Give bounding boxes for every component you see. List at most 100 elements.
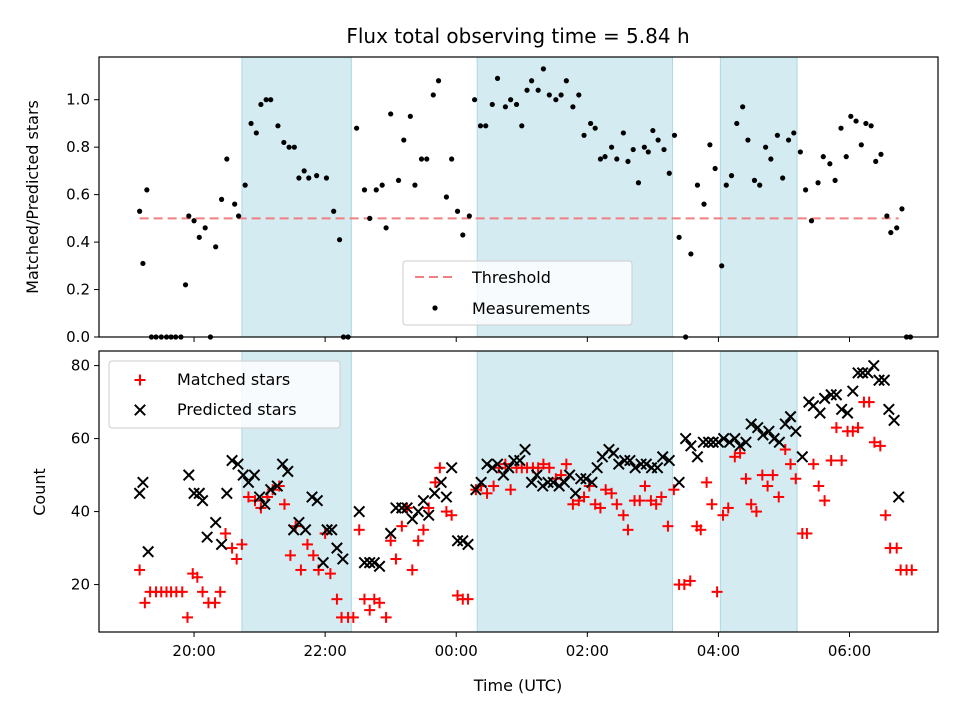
- matched-star-point: [906, 564, 918, 576]
- x-stroke: [779, 418, 792, 430]
- measurement-point: [258, 101, 264, 108]
- shaded-interval: [241, 56, 352, 338]
- x-stroke: [440, 491, 453, 503]
- measurement-point: [820, 154, 826, 160]
- measurement-point: [253, 130, 259, 136]
- predicted-star-point: [502, 461, 515, 474]
- predicted-star-point: [137, 476, 149, 489]
- matched-star-point: [617, 509, 629, 521]
- predicted-star-point: [542, 476, 554, 489]
- x-stroke: [193, 487, 206, 500]
- predicted-star-points: [133, 359, 905, 573]
- measurement-point: [529, 78, 535, 84]
- x-stroke: [852, 366, 864, 379]
- x-stroke: [188, 487, 200, 500]
- matched-star-point: [197, 586, 209, 598]
- matched-star-point: [481, 487, 493, 499]
- predicted-star-point: [440, 491, 453, 503]
- x-stroke: [818, 392, 831, 405]
- x-stroke: [656, 450, 669, 463]
- matched-star-point: [750, 506, 762, 518]
- predicted-star-point: [469, 483, 482, 496]
- measurement-point: [477, 123, 484, 129]
- predicted-star-point: [618, 454, 631, 467]
- x-stroke: [536, 480, 549, 492]
- measurement-point: [774, 132, 781, 138]
- predicted-star-point: [133, 487, 146, 500]
- x-stroke: [757, 429, 769, 441]
- measurement-point: [768, 156, 774, 162]
- matched-star-point: [790, 473, 802, 485]
- y-tick-label: 1.0: [66, 91, 90, 109]
- x-tick-label: 20:00: [172, 642, 215, 660]
- measurement-point: [202, 225, 208, 231]
- legend-predicted-marker: [134, 404, 146, 416]
- matched-star-point: [446, 509, 458, 521]
- matched-star-point: [301, 538, 313, 550]
- predicted-star-point: [825, 388, 838, 401]
- measurement-point: [430, 92, 436, 98]
- measurement-point: [863, 120, 869, 127]
- x-tick-label: 00:00: [435, 642, 478, 660]
- measurement-point: [655, 137, 661, 143]
- measurement-point: [614, 156, 620, 162]
- legend-matched-swatch: [134, 374, 146, 386]
- measurement-point: [379, 182, 385, 188]
- measurement-point: [734, 120, 740, 127]
- y-tick-label: 0.4: [66, 233, 90, 251]
- x-stroke: [835, 403, 848, 416]
- x-stroke: [740, 436, 752, 449]
- predicted-star-point: [841, 407, 854, 419]
- predicted-star-point: [846, 385, 859, 398]
- matched-star-point: [505, 484, 517, 496]
- predicted-star-point: [751, 421, 764, 434]
- measurement-point: [791, 130, 797, 136]
- x-stroke: [542, 476, 554, 489]
- measurement-point: [540, 66, 547, 72]
- x-stroke: [569, 487, 582, 500]
- measurement-point: [483, 123, 489, 129]
- measurement-point: [535, 87, 541, 93]
- predicted-star-point: [882, 403, 895, 416]
- measurement-point: [336, 237, 343, 243]
- x-stroke: [768, 432, 781, 445]
- x-stroke: [475, 476, 488, 489]
- x-stroke: [299, 523, 312, 536]
- measurement-point: [388, 111, 394, 117]
- y-tick-label: 0.0: [66, 328, 90, 346]
- measurement-point: [757, 182, 763, 188]
- measurement-point: [373, 187, 379, 193]
- x-stroke: [209, 516, 222, 529]
- measurement-point: [546, 92, 552, 98]
- predicted-star-point: [878, 374, 891, 387]
- measurement-point: [471, 97, 478, 103]
- predicted-star-point: [264, 483, 277, 496]
- measurement-point: [281, 139, 287, 146]
- measurement-point: [802, 187, 809, 193]
- x-stroke: [712, 436, 725, 449]
- predicted-star-point: [353, 505, 366, 518]
- top-x-ticks: [193, 337, 851, 342]
- matched-star-point: [181, 611, 193, 623]
- y-tick-label: 20: [71, 576, 90, 594]
- measurement-point: [144, 187, 150, 193]
- x-stroke: [253, 491, 266, 503]
- measurement-point: [291, 144, 297, 150]
- matched-star-point: [600, 484, 612, 496]
- measurement-point: [707, 142, 713, 148]
- measurement-point: [383, 225, 389, 231]
- predicted-star-point: [525, 476, 538, 489]
- x-stroke: [293, 516, 305, 529]
- predicted-star-point: [395, 502, 408, 514]
- x-stroke: [137, 476, 149, 489]
- measurement-point: [449, 156, 455, 162]
- predicted-star-point: [762, 425, 775, 438]
- x-stroke: [373, 560, 386, 573]
- measurement-point: [412, 182, 418, 188]
- y-tick-label: 80: [71, 357, 90, 375]
- matched-star-point: [176, 586, 188, 598]
- matched-star-point: [701, 476, 713, 488]
- x-stroke: [232, 458, 244, 471]
- measurement-point: [838, 125, 844, 131]
- predicted-star-point: [358, 556, 371, 569]
